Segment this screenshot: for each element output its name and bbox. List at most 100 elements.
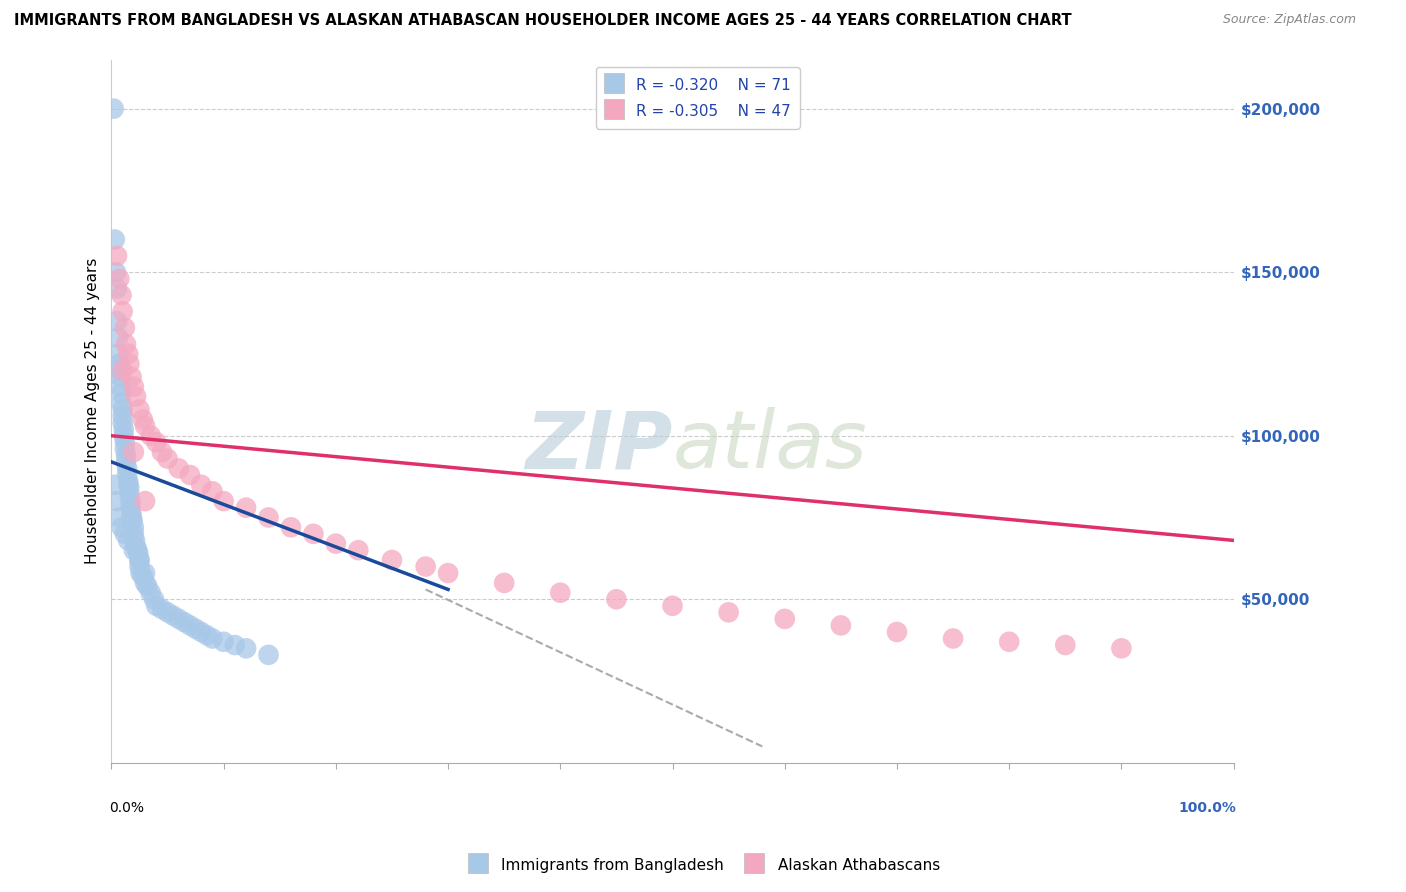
Point [117, 347, 139, 361]
Point [325, 536, 347, 550]
Point [103, 102, 125, 116]
Point [121, 507, 143, 521]
Text: Source: ZipAtlas.com: Source: ZipAtlas.com [1223, 13, 1357, 27]
Point [942, 632, 965, 646]
Point [112, 428, 135, 442]
Point [494, 575, 516, 590]
Point [107, 347, 129, 361]
Point [122, 379, 145, 393]
Point [114, 442, 136, 456]
Point [110, 396, 132, 410]
Point [115, 461, 138, 475]
Point [125, 389, 148, 403]
Point [115, 455, 138, 469]
Point [121, 369, 143, 384]
Legend: R = -0.320    N = 71, R = -0.305    N = 47: R = -0.320 N = 71, R = -0.305 N = 47 [596, 67, 800, 128]
Point [302, 526, 325, 541]
Point [132, 412, 155, 426]
Point [105, 249, 128, 263]
Point [773, 612, 796, 626]
Point [110, 369, 132, 384]
Point [167, 461, 190, 475]
Point [173, 615, 195, 629]
Point [139, 428, 162, 442]
Point [104, 232, 127, 246]
Point [128, 553, 150, 567]
Text: 100.0%: 100.0% [1178, 801, 1236, 815]
Point [190, 477, 212, 491]
Point [120, 500, 142, 515]
Point [108, 357, 131, 371]
Point [134, 494, 156, 508]
Point [118, 357, 141, 371]
Point [139, 585, 162, 599]
Point [127, 543, 149, 558]
Point [550, 585, 572, 599]
Point [110, 386, 132, 401]
Point [1111, 641, 1133, 656]
Point [111, 416, 134, 430]
Point [201, 484, 224, 499]
Point [111, 304, 134, 318]
Point [128, 402, 150, 417]
Point [115, 467, 138, 482]
Point [114, 435, 136, 450]
Point [150, 445, 173, 459]
Point [124, 533, 146, 548]
Point [886, 624, 908, 639]
Point [105, 494, 128, 508]
Point [111, 409, 134, 423]
Point [120, 494, 142, 508]
Point [117, 475, 139, 489]
Point [128, 559, 150, 574]
Point [212, 634, 235, 648]
Point [437, 566, 460, 580]
Point [134, 418, 156, 433]
Point [105, 281, 128, 295]
Point [104, 265, 127, 279]
Point [127, 546, 149, 560]
Legend: Immigrants from Bangladesh, Alaskan Athabascans: Immigrants from Bangladesh, Alaskan Atha… [460, 850, 946, 880]
Point [145, 435, 167, 450]
Point [257, 648, 280, 662]
Point [156, 451, 179, 466]
Point [121, 514, 143, 528]
Point [201, 632, 224, 646]
Point [121, 510, 143, 524]
Text: atlas: atlas [672, 408, 868, 485]
Point [129, 566, 152, 580]
Point [998, 634, 1021, 648]
Point [117, 477, 139, 491]
Point [105, 314, 128, 328]
Point [110, 520, 132, 534]
Point [118, 487, 141, 501]
Point [280, 520, 302, 534]
Point [195, 628, 218, 642]
Point [162, 608, 184, 623]
Point [184, 622, 207, 636]
Point [108, 271, 131, 285]
Point [212, 494, 235, 508]
Text: 0.0%: 0.0% [110, 801, 145, 815]
Point [111, 402, 134, 417]
Point [125, 540, 148, 554]
Point [134, 566, 156, 580]
Point [108, 510, 131, 524]
Point [257, 510, 280, 524]
Point [115, 337, 138, 351]
Point [115, 448, 138, 462]
Point [117, 533, 139, 548]
Point [235, 500, 257, 515]
Point [145, 599, 167, 613]
Point [104, 477, 127, 491]
Point [179, 618, 201, 632]
Text: ZIP: ZIP [526, 408, 672, 485]
Text: IMMIGRANTS FROM BANGLADESH VS ALASKAN ATHABASCAN HOUSEHOLDER INCOME AGES 25 - 44: IMMIGRANTS FROM BANGLADESH VS ALASKAN AT… [14, 13, 1071, 29]
Point [112, 422, 135, 436]
Y-axis label: Householder Income Ages 25 - 44 years: Householder Income Ages 25 - 44 years [86, 258, 100, 565]
Point [122, 543, 145, 558]
Point [108, 363, 131, 377]
Point [110, 288, 132, 302]
Point [118, 481, 141, 495]
Point [110, 379, 132, 393]
